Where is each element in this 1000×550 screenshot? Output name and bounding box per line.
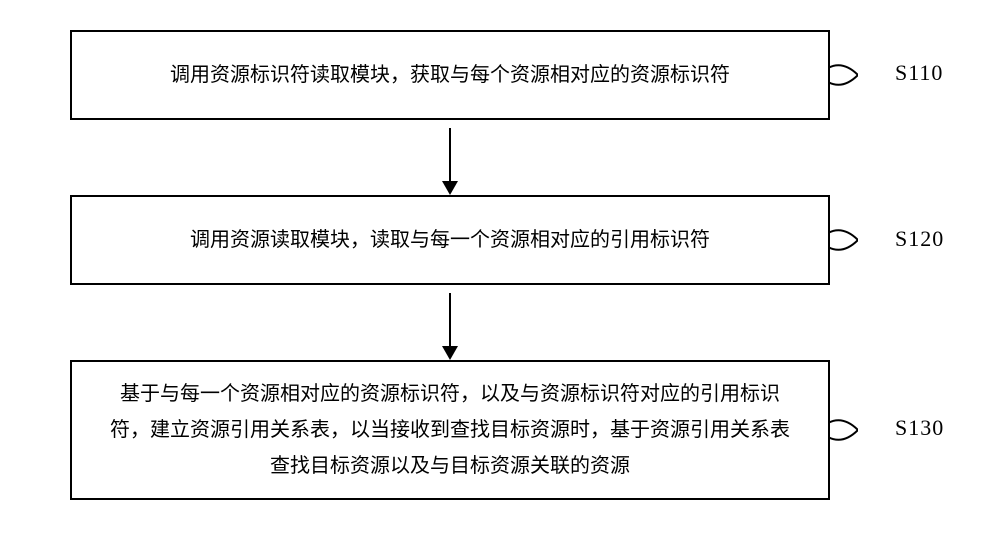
step-text: 基于与每一个资源相对应的资源标识符，以及与资源标识符对应的引用标识符，建立资源引… — [102, 376, 798, 484]
arrow-line — [449, 293, 451, 353]
flow-step-s110: 调用资源标识符读取模块，获取与每个资源相对应的资源标识符 — [70, 30, 830, 120]
connector-curve — [828, 60, 858, 90]
arrow-head-icon — [442, 346, 458, 360]
step-text: 调用资源读取模块，读取与每一个资源相对应的引用标识符 — [190, 222, 710, 258]
step-label-s130: S130 — [895, 415, 944, 441]
flow-step-s130: 基于与每一个资源相对应的资源标识符，以及与资源标识符对应的引用标识符，建立资源引… — [70, 360, 830, 500]
flowchart-container: 调用资源标识符读取模块，获取与每个资源相对应的资源标识符 调用资源读取模块，读取… — [70, 30, 830, 500]
arrow-head-icon — [442, 181, 458, 195]
step-label-s110: S110 — [895, 60, 943, 86]
flow-step-s120: 调用资源读取模块，读取与每一个资源相对应的引用标识符 — [70, 195, 830, 285]
arrow-line — [449, 128, 451, 188]
step-text: 调用资源标识符读取模块，获取与每个资源相对应的资源标识符 — [170, 57, 730, 93]
step-label-s120: S120 — [895, 226, 944, 252]
connector-curve — [828, 225, 858, 255]
flow-arrow — [449, 120, 451, 195]
connector-curve — [828, 415, 858, 445]
flow-arrow — [449, 285, 451, 360]
